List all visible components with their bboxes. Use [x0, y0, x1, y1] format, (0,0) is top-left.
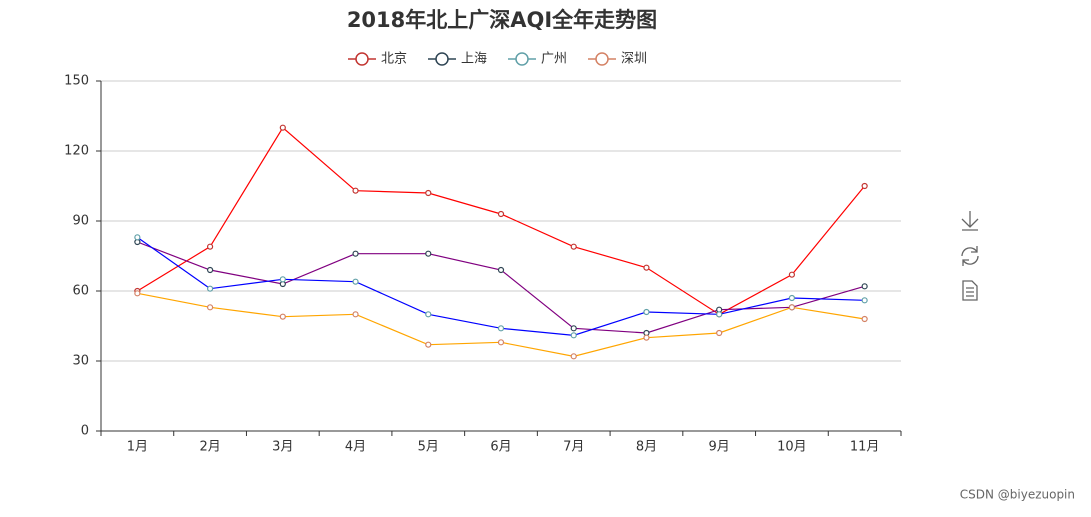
- point: [788, 294, 796, 302]
- point: [134, 234, 141, 241]
- point: [861, 315, 868, 323]
- point: [134, 290, 141, 297]
- legend-icon: [515, 52, 529, 66]
- y-tick-label: 120: [64, 144, 89, 159]
- point: [497, 266, 505, 274]
- point: [352, 250, 359, 257]
- point: [279, 313, 286, 320]
- point: [279, 124, 286, 131]
- point: [643, 308, 650, 316]
- y-tick-label: 30: [72, 354, 89, 369]
- x-tick-label: 3月: [272, 440, 293, 455]
- point: [497, 210, 505, 218]
- point: [279, 276, 286, 283]
- y-tick-label: 150: [64, 74, 89, 89]
- point: [425, 311, 432, 318]
- point: [570, 325, 577, 332]
- point: [643, 334, 650, 341]
- x-tick-label: 4月: [345, 440, 366, 455]
- y-tick-label: 90: [72, 214, 89, 229]
- x-tick-label: 11月: [850, 440, 880, 455]
- legend-icon: [595, 52, 609, 66]
- x-tick-label: 7月: [563, 440, 584, 455]
- point: [425, 189, 432, 197]
- point: [425, 250, 432, 257]
- chart-title: 2018年北上广深AQI全年走势图: [347, 8, 657, 32]
- point: [497, 339, 505, 346]
- point: [570, 353, 577, 360]
- series-line: [137, 241, 865, 334]
- watermark: CSDN @biyezuopin: [960, 488, 1075, 502]
- x-tick-label: 8月: [636, 440, 657, 455]
- y-tick-label: 0: [81, 424, 89, 439]
- legend-icon: [355, 52, 369, 66]
- data-view-icon[interactable]: [962, 280, 978, 301]
- point: [352, 187, 359, 194]
- point: [861, 182, 868, 190]
- point: [570, 332, 577, 339]
- point: [788, 271, 796, 278]
- point: [206, 304, 214, 311]
- x-tick-label: 9月: [709, 440, 730, 455]
- point: [206, 266, 214, 274]
- series-line: [137, 292, 865, 357]
- point: [861, 297, 868, 304]
- toolbox[interactable]: [961, 211, 979, 301]
- legend-label: 北京: [381, 52, 407, 67]
- x-tick-label: 10月: [777, 440, 807, 455]
- point: [788, 304, 796, 311]
- point: [206, 243, 214, 250]
- point: [497, 325, 505, 332]
- point: [570, 243, 577, 250]
- x-tick-label: 5月: [418, 440, 439, 455]
- point: [352, 278, 359, 285]
- point: [352, 311, 359, 318]
- x-tick-label: 6月: [490, 440, 511, 455]
- legend-label: 深圳: [621, 52, 647, 67]
- point: [716, 329, 723, 337]
- legend-icon: [435, 52, 449, 66]
- point: [716, 311, 723, 318]
- save-icon[interactable]: [961, 211, 979, 231]
- x-tick-label: 1月: [127, 440, 148, 455]
- point: [643, 264, 650, 271]
- point: [861, 283, 868, 290]
- legend-label: 广州: [541, 52, 567, 67]
- x-tick-label: 2月: [199, 440, 220, 455]
- y-tick-label: 60: [72, 284, 89, 299]
- restore-icon[interactable]: [961, 246, 979, 266]
- point: [425, 341, 432, 348]
- point: [206, 285, 214, 292]
- legend-label: 上海: [461, 52, 487, 67]
